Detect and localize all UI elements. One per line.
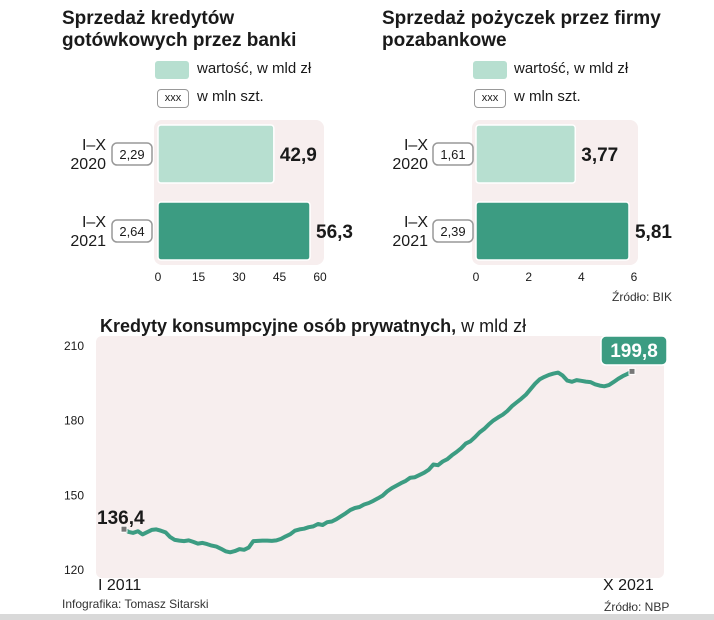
footer-strip	[0, 614, 714, 620]
legend-count-label: w mln szt.	[514, 88, 581, 105]
bar-2021	[475, 201, 630, 261]
end-value-badge	[600, 335, 668, 366]
category-label-year: 2021	[70, 233, 106, 250]
category-label-year: 2021	[392, 233, 428, 250]
bar-2020	[475, 124, 577, 184]
count-box-label: 1,61	[440, 147, 465, 162]
count-box-label: 2,64	[119, 224, 144, 239]
legend-value-swatch	[473, 61, 507, 79]
line-chart-title: Kredyty konsumpcyjne osób prywatnych,	[100, 316, 457, 336]
right-chart-title-line1: Sprzedaż pożyczek przez firmy	[382, 8, 661, 29]
end-value-label: 199,8	[610, 341, 658, 362]
count-box	[432, 219, 474, 243]
y-tick-label: 120	[64, 563, 84, 577]
category-label-period: I–X	[82, 137, 106, 154]
category-label-period: I–X	[404, 137, 428, 154]
left-chart-title-line1: Sprzedaż kredytów	[62, 8, 235, 29]
end-point-marker	[628, 367, 636, 375]
count-box	[111, 142, 153, 166]
bik-source: Źródło: BIK	[612, 290, 673, 304]
infographic-credit: Infografika: Tomasz Sitarski	[62, 597, 209, 611]
legend-count-box: xxx	[157, 89, 189, 108]
bar-value-label: 3,77	[581, 145, 618, 166]
line-series	[122, 369, 634, 555]
y-tick-label: 210	[64, 339, 84, 353]
legend-value-label: wartość, w mld zł	[197, 60, 312, 77]
bar-value-label: 5,81	[635, 222, 672, 243]
x-tick-label: 15	[192, 270, 206, 284]
x-start-label: I 2011	[98, 577, 141, 594]
legend-count-label: w mln szt.	[197, 88, 264, 105]
category-label-period: I–X	[82, 214, 106, 231]
count-box-label: 2,29	[119, 147, 144, 162]
bar-2020	[157, 124, 275, 184]
bar-2021	[157, 201, 311, 261]
category-label-year: 2020	[392, 156, 428, 173]
category-label-year: 2020	[70, 156, 106, 173]
x-tick-label: 4	[578, 270, 585, 284]
x-tick-label: 45	[273, 270, 287, 284]
x-tick-label: 30	[232, 270, 246, 284]
bar-value-label: 42,9	[280, 145, 317, 166]
x-tick-label: 0	[473, 270, 480, 284]
x-tick-label: 2	[525, 270, 532, 284]
x-tick-label: 60	[313, 270, 327, 284]
start-point-marker	[120, 525, 128, 533]
x-tick-label: 0	[155, 270, 162, 284]
legend-value-swatch	[155, 61, 189, 79]
nbp-source: Źródło: NBP	[604, 600, 670, 614]
right-chart-title-line2: pozabankowe	[382, 30, 507, 51]
left-chart-title-line2: gotówkowych przez banki	[62, 30, 297, 51]
category-label-period: I–X	[404, 214, 428, 231]
count-box	[111, 219, 153, 243]
y-tick-label: 180	[64, 414, 84, 428]
count-box-label: 2,39	[440, 224, 465, 239]
bar-value-label: 56,3	[316, 222, 353, 243]
start-value-label: 136,4	[97, 508, 145, 529]
legend-count-box: xxx	[474, 89, 506, 108]
x-tick-label: 6	[631, 270, 638, 284]
x-end-label: X 2021	[603, 577, 654, 594]
count-box	[432, 142, 474, 166]
legend-value-label: wartość, w mld zł	[514, 60, 629, 77]
y-tick-label: 150	[64, 488, 84, 502]
line-chart-title-unit: w mld zł	[456, 316, 527, 336]
